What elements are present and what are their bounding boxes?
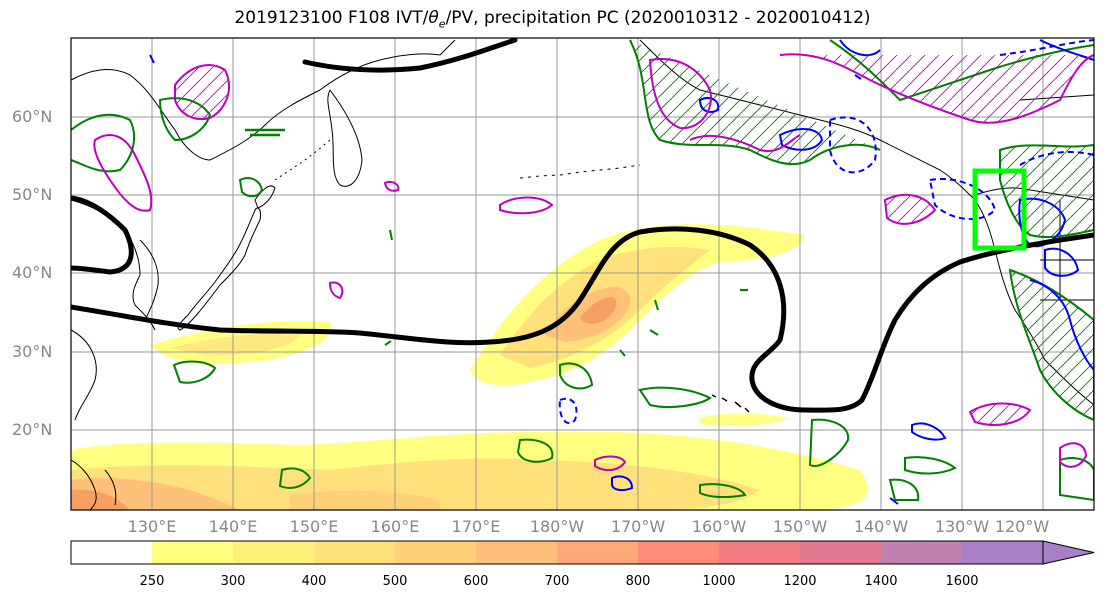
- precip-negative-contours: [149, 39, 1094, 505]
- lon-label-140e: 140°E: [208, 517, 258, 536]
- colorbar-segment: [719, 541, 801, 564]
- lon-label-130e: 130°E: [127, 517, 177, 536]
- colorbar-label: 1200: [783, 574, 817, 589]
- colorbar-segment: [962, 541, 1044, 564]
- highlight-box: [972, 168, 1027, 251]
- colorbar-label: 600: [463, 574, 489, 589]
- lon-label-140w: 140°W: [853, 517, 909, 536]
- colorbar-label: 250: [139, 574, 165, 589]
- pv-contour: [71, 38, 1094, 413]
- colorbar-label: 500: [382, 574, 408, 589]
- colorbar-label: 800: [625, 574, 651, 589]
- lat-label-20n: 20°N: [12, 420, 53, 439]
- map-area: [71, 38, 1094, 510]
- colorbar-segment-below: [71, 541, 152, 564]
- theta-e-contours: [93, 53, 1094, 472]
- lon-label-160e: 160°E: [370, 517, 420, 536]
- lat-label-50n: 50°N: [12, 185, 53, 204]
- colorbar: [71, 541, 1044, 564]
- lon-label-120w: 120°W: [994, 517, 1050, 536]
- lat-label-30n: 30°N: [12, 342, 53, 361]
- map-frame: [70, 37, 1095, 511]
- colorbar-label: 1600: [945, 574, 979, 589]
- colorbar-label: 300: [220, 574, 246, 589]
- colorbar-segment: [557, 541, 639, 564]
- colorbar-segment: [314, 541, 396, 564]
- lon-label-150w: 150°W: [772, 517, 828, 536]
- colorbar-segment: [476, 541, 558, 564]
- colorbar-frame: [70, 540, 1044, 565]
- colorbar-label: 1400: [864, 574, 898, 589]
- colorbar-label: 700: [544, 574, 570, 589]
- lon-label-130w: 130°W: [934, 517, 990, 536]
- colorbar-segment: [152, 541, 234, 564]
- colorbar-segment: [881, 541, 963, 564]
- lon-label-180w: 180°W: [529, 517, 585, 536]
- ivt-shading: [71, 224, 868, 510]
- lat-label-40n: 40°N: [12, 263, 53, 282]
- colorbar-segment: [233, 541, 315, 564]
- lat-label-60n: 60°N: [12, 107, 53, 126]
- figure-title: 2019123100 F108 IVT/θe/PV, precipitation…: [234, 8, 871, 31]
- colorbar-extend-arrow: [1042, 540, 1095, 565]
- lon-label-160w: 160°W: [691, 517, 747, 536]
- colorbar-segment: [638, 541, 720, 564]
- colorbar-segment: [395, 541, 477, 564]
- lon-label-150e: 150°E: [289, 517, 339, 536]
- lon-label-170w: 170°W: [610, 517, 666, 536]
- colorbar-label: 1000: [702, 574, 736, 589]
- colorbar-segment: [800, 541, 882, 564]
- colorbar-label: 400: [301, 574, 327, 589]
- graticule: [71, 38, 1094, 510]
- lon-label-170e: 170°E: [451, 517, 501, 536]
